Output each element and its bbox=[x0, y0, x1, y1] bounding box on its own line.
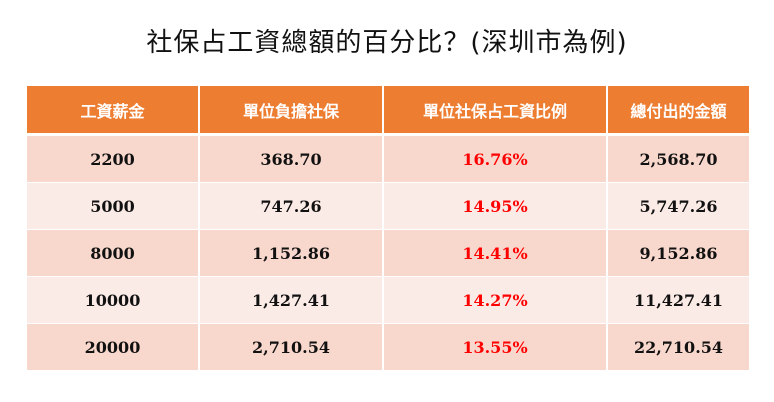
table-row: 5000 747.26 14.95% 5,747.26 bbox=[27, 182, 749, 230]
cell-total-cost: 22,710.54 bbox=[606, 323, 749, 370]
cell-total-cost: 11,427.41 bbox=[606, 276, 749, 324]
cell-employer-contribution: 368.70 bbox=[198, 134, 383, 183]
social-insurance-table: 工資薪金 單位負擔社保 單位社保占工資比例 總付出的金額 2200 368.70… bbox=[27, 86, 749, 370]
header-salary: 工資薪金 bbox=[27, 86, 199, 136]
page-title: 社保占工資總額的百分比？(深圳市為例) bbox=[146, 28, 628, 58]
cell-employer-contribution: 747.26 bbox=[198, 182, 383, 230]
cell-salary: 10000 bbox=[27, 276, 199, 324]
table-row: 2200 368.70 16.76% 2,568.70 bbox=[27, 134, 749, 183]
header-total-cost: 總付出的金額 bbox=[606, 86, 749, 136]
cell-total-cost: 2,568.70 bbox=[606, 134, 749, 183]
cell-total-cost: 5,747.26 bbox=[606, 182, 749, 230]
cell-salary: 8000 bbox=[27, 229, 199, 277]
cell-employer-contribution: 1,152.86 bbox=[198, 229, 383, 277]
header-employer-contribution: 單位負擔社保 bbox=[198, 86, 383, 136]
cell-salary: 2200 bbox=[27, 134, 199, 183]
table-row: 8000 1,152.86 14.41% 9,152.86 bbox=[27, 229, 749, 277]
cell-employer-contribution: 1,427.41 bbox=[198, 276, 383, 324]
cell-contribution-ratio: 16.76% bbox=[382, 134, 607, 183]
cell-contribution-ratio: 14.95% bbox=[382, 182, 607, 230]
table-header-row: 工資薪金 單位負擔社保 單位社保占工資比例 總付出的金額 bbox=[27, 86, 749, 136]
cell-contribution-ratio: 13.55% bbox=[382, 323, 607, 370]
cell-contribution-ratio: 14.41% bbox=[382, 229, 607, 277]
cell-total-cost: 9,152.86 bbox=[606, 229, 749, 277]
header-contribution-ratio: 單位社保占工資比例 bbox=[382, 86, 607, 136]
table-row: 20000 2,710.54 13.55% 22,710.54 bbox=[27, 323, 749, 370]
cell-salary: 20000 bbox=[27, 323, 199, 370]
table-row: 10000 1,427.41 14.27% 11,427.41 bbox=[27, 276, 749, 324]
cell-salary: 5000 bbox=[27, 182, 199, 230]
cell-contribution-ratio: 14.27% bbox=[382, 276, 607, 324]
cell-employer-contribution: 2,710.54 bbox=[198, 323, 383, 370]
